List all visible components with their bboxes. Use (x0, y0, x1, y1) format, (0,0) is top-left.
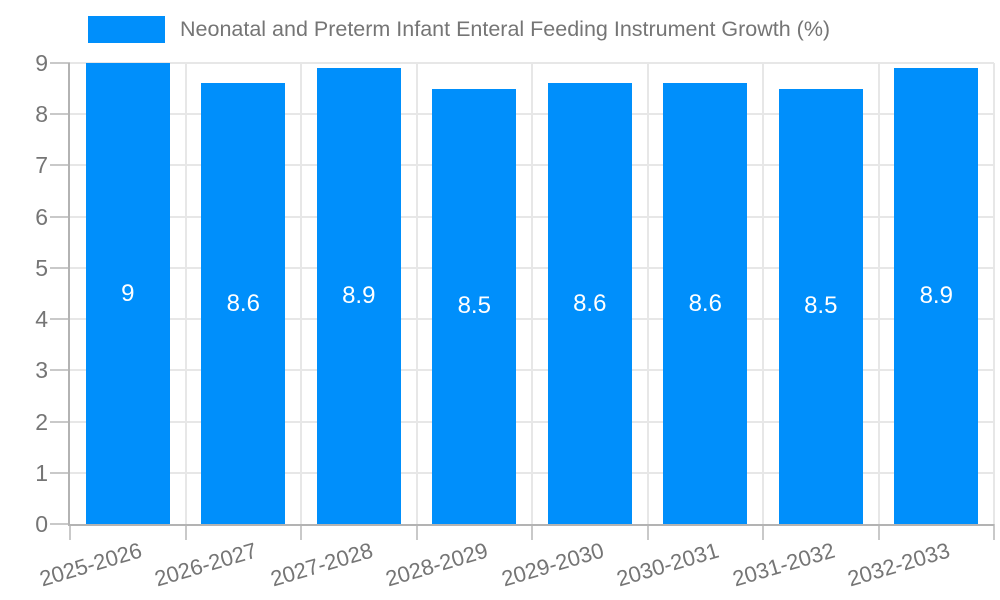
y-tick-label: 7 (35, 152, 48, 179)
x-tick-label-2027-2028: 2027-2028 (267, 537, 376, 592)
bar-value-label: 8.6 (573, 289, 607, 317)
x-axis-tick (877, 524, 880, 540)
y-tick-label: 4 (35, 306, 48, 333)
vertical-gridline (993, 63, 995, 524)
y-axis-tick (50, 164, 70, 167)
bar-value-label: 9 (121, 279, 135, 307)
x-axis-tick (531, 524, 533, 540)
y-axis-tick (50, 113, 70, 116)
vertical-gridline (531, 63, 533, 524)
y-axis-tick (50, 62, 70, 64)
bar-value-label: 8.6 (226, 289, 260, 317)
x-axis-tick (415, 524, 418, 540)
vertical-gridline (300, 63, 302, 524)
x-axis-tick (646, 524, 649, 540)
x-tick-label-2032-2033: 2032-2033 (844, 537, 953, 592)
x-axis-tick (184, 524, 187, 540)
y-tick-label: 3 (35, 357, 48, 384)
bar-value-label: 8.9 (919, 282, 953, 310)
x-axis-tick (69, 524, 71, 540)
y-tick-label: 9 (35, 50, 48, 76)
legend[interactable]: Neonatal and Preterm Infant Enteral Feed… (88, 16, 830, 43)
y-tick-label: 0 (35, 511, 48, 537)
x-tick-label-2025-2026: 2025-2026 (36, 537, 145, 592)
x-tick-label-2028-2029: 2028-2029 (382, 537, 491, 592)
x-axis-tick (993, 524, 995, 540)
y-axis-tick (50, 369, 70, 372)
legend-label: Neonatal and Preterm Infant Enteral Feed… (180, 17, 831, 41)
x-tick-label-2030-2031: 2030-2031 (613, 537, 722, 592)
bar-value-label: 8.9 (342, 282, 376, 310)
bar-2030-2031[interactable] (663, 83, 748, 524)
y-tick-label: 5 (35, 254, 48, 281)
bar-value-label: 8.6 (688, 289, 722, 317)
bar-2028-2029[interactable] (432, 88, 517, 524)
bar-2032-2033[interactable] (894, 68, 979, 524)
y-tick-label: 6 (35, 203, 48, 230)
bar-value-label: 8.5 (804, 292, 838, 320)
x-tick-label-2031-2032: 2031-2032 (729, 537, 838, 592)
y-axis-tick (50, 215, 70, 218)
x-axis-tick (762, 524, 764, 540)
x-axis-tick (300, 524, 302, 540)
y-axis-tick (50, 523, 70, 525)
x-axis-line (68, 524, 994, 526)
bar-2029-2030[interactable] (547, 83, 632, 524)
x-tick-label-2026-2027: 2026-2027 (151, 537, 260, 592)
bar-value-label: 8.5 (457, 292, 491, 320)
bar-2025-2026[interactable] (85, 63, 170, 524)
y-axis-tick (50, 471, 70, 474)
y-axis-tick (50, 420, 70, 423)
vertical-gridline (762, 63, 764, 524)
bar-2027-2028[interactable] (316, 68, 401, 524)
legend-swatch-icon (88, 16, 165, 43)
vertical-gridline (415, 63, 418, 524)
bar-2031-2032[interactable] (778, 88, 863, 524)
y-axis-line (68, 63, 70, 526)
y-axis-tick (50, 318, 70, 321)
y-axis-tick (50, 266, 70, 269)
x-tick-label-2029-2030: 2029-2030 (498, 537, 607, 592)
y-tick-label: 8 (35, 101, 48, 128)
bar-2026-2027[interactable] (201, 83, 286, 524)
y-tick-label: 1 (35, 459, 48, 486)
vertical-gridline (184, 63, 187, 524)
y-tick-label: 2 (35, 408, 48, 435)
vertical-gridline (646, 63, 649, 524)
vertical-gridline (877, 63, 880, 524)
